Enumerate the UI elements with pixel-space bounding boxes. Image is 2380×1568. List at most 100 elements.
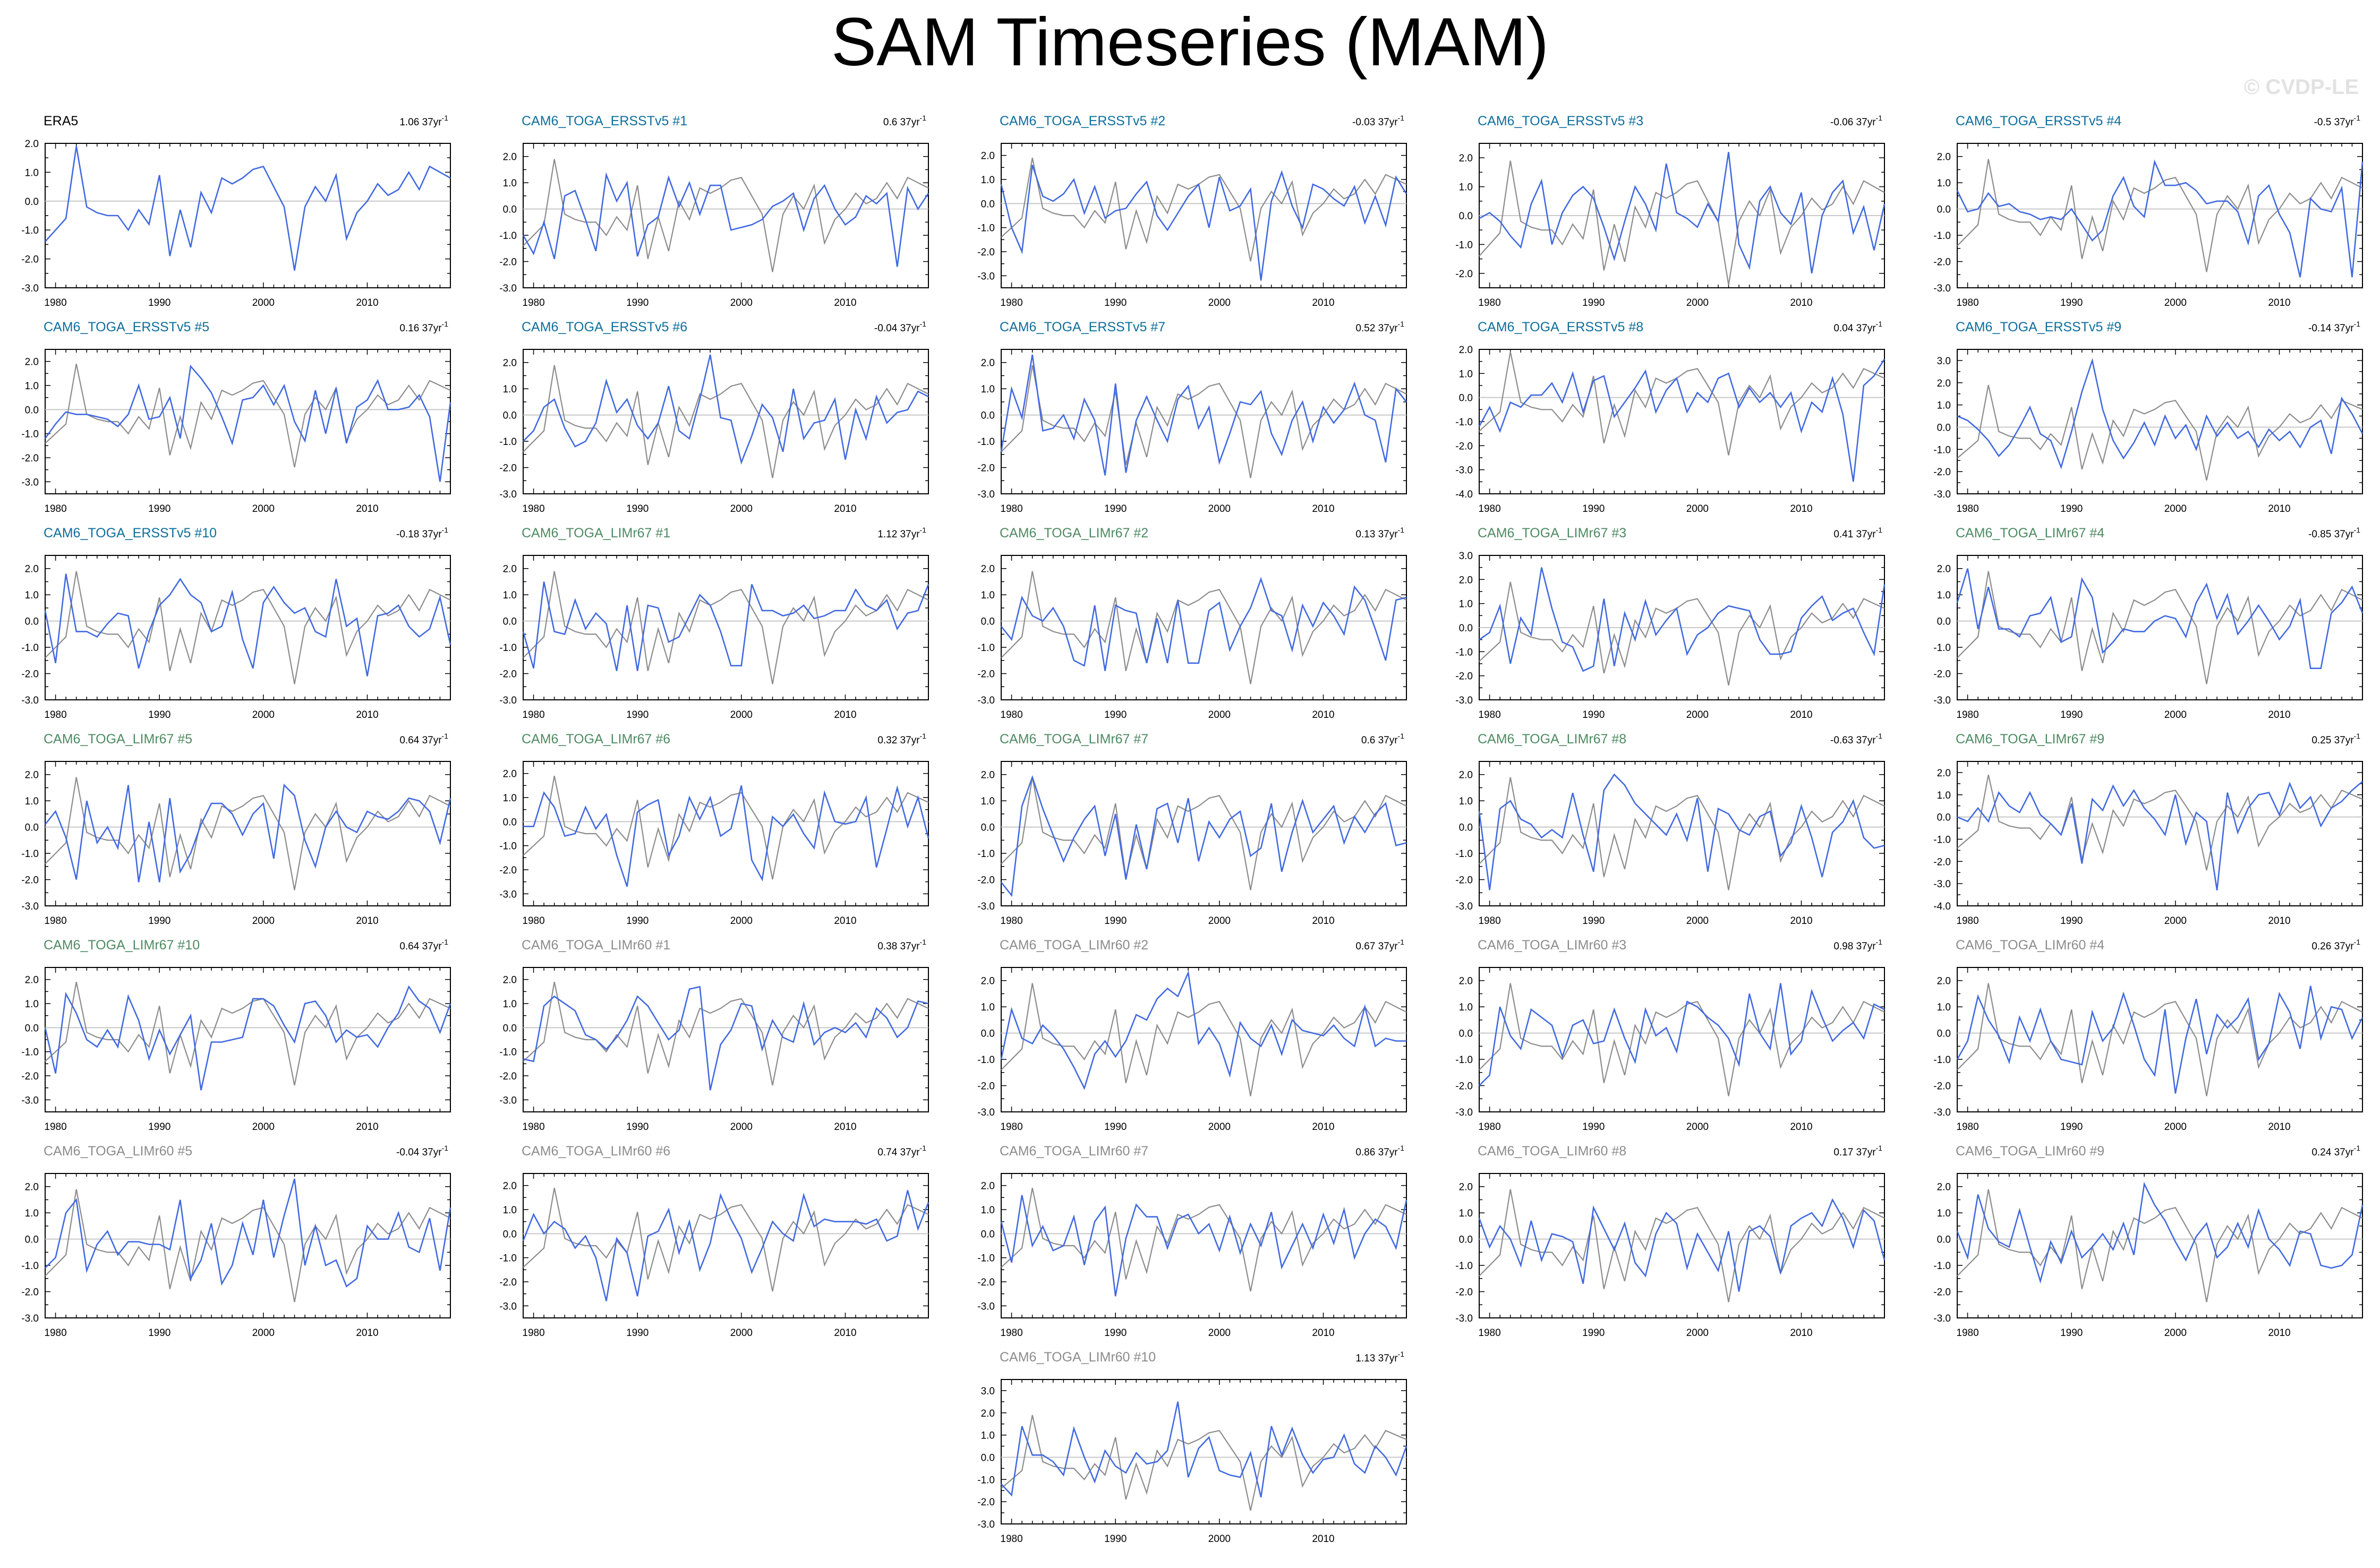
model-series-line <box>523 986 929 1091</box>
y-tick-label: 0.0 <box>1459 211 1473 222</box>
y-tick-label: 1.0 <box>1937 790 1951 801</box>
panel: CAM6_TOGA_LIMr67 #9 0.25 37yr-1 -4.0 -3.0 -2… <box>1933 732 2363 927</box>
trend-label: -0.04 37yr-1 <box>396 1144 448 1158</box>
trend-label: -0.85 37yr-1 <box>2308 526 2360 540</box>
observed-series-line <box>1001 571 1407 684</box>
x-tick-label: 2000 <box>730 709 753 721</box>
y-tick-label: -3.0 <box>1455 695 1473 706</box>
x-tick-label: 1990 <box>1104 1533 1127 1545</box>
panel-title: CAM6_TOGA_ERSSTv5 #5 <box>44 320 209 335</box>
x-tick-label: 2000 <box>252 503 275 515</box>
trend-label: -0.04 37yr-1 <box>874 320 926 334</box>
x-tick-label: 2010 <box>1790 915 1812 927</box>
y-tick-label: 2.0 <box>981 151 995 162</box>
y-tick-label: 0.0 <box>503 410 517 422</box>
x-tick-label: 2000 <box>1208 709 1231 721</box>
x-tick-label: 2010 <box>2268 503 2290 515</box>
x-tick-label: 2000 <box>252 1327 275 1339</box>
y-tick-label: -2.0 <box>499 669 517 680</box>
trend-label: 0.86 37yr-1 <box>1355 1144 1404 1158</box>
trend-label: -0.03 37yr-1 <box>1352 114 1404 128</box>
y-tick-label: 0.0 <box>503 1023 517 1034</box>
plot-frame <box>1001 349 1407 494</box>
x-tick-label: 2000 <box>1208 297 1231 309</box>
y-tick-label: 0.0 <box>1459 623 1473 634</box>
observed-series-line <box>523 571 929 684</box>
plot-frame <box>1001 967 1407 1112</box>
plot-frame <box>1957 143 2363 288</box>
x-tick-label: 1980 <box>1000 297 1022 309</box>
y-tick-label: -1.0 <box>1455 239 1473 251</box>
y-tick-label: 1.0 <box>503 178 517 189</box>
panel-title: CAM6_TOGA_LIMr60 #8 <box>1478 1144 1626 1159</box>
panel: CAM6_TOGA_LIMr60 #1 0.38 37yr-1 -3.0 -2.0 -1… <box>499 938 929 1133</box>
x-tick-label: 2000 <box>1208 1327 1231 1339</box>
trend-label: 0.74 37yr-1 <box>877 1144 926 1158</box>
panel: CAM6_TOGA_ERSSTv5 #5 0.16 37yr-1 -3.0 -2.0 -… <box>21 320 451 515</box>
observed-series-line <box>523 365 929 478</box>
y-tick-label: 0.0 <box>1937 204 1951 216</box>
trend-label: 0.17 37yr-1 <box>1833 1144 1882 1158</box>
y-tick-label: 1.0 <box>25 796 39 807</box>
x-tick-label: 1990 <box>2060 297 2083 309</box>
panel-title: CAM6_TOGA_LIMr67 #5 <box>44 732 192 747</box>
panel: CAM6_TOGA_ERSSTv5 #7 0.52 37yr-1 -3.0 -2.0 -… <box>977 320 1407 515</box>
y-tick-label: 0.0 <box>1459 393 1473 404</box>
y-tick-label: -3.0 <box>1455 465 1473 476</box>
model-series-line <box>522 581 929 671</box>
y-tick-label: -3.0 <box>977 489 995 500</box>
y-tick-label: 1.0 <box>981 175 995 186</box>
panel-title: CAM6_TOGA_LIMr60 #5 <box>44 1144 192 1159</box>
x-tick-label: 1990 <box>1582 709 1605 721</box>
x-tick-label: 1990 <box>1104 297 1127 309</box>
x-tick-label: 2010 <box>834 709 856 721</box>
y-tick-label: -1.0 <box>21 429 39 440</box>
trend-label: 0.24 37yr-1 <box>2311 1144 2360 1158</box>
y-tick-label: 2.0 <box>1937 378 1951 389</box>
panel-title: CAM6_TOGA_LIMr67 #8 <box>1478 732 1626 747</box>
y-tick-label: 3.0 <box>1937 356 1951 367</box>
x-tick-label: 1980 <box>1478 297 1500 309</box>
panel: CAM6_TOGA_ERSSTv5 #10 -0.18 37yr-1 -3.0 -2.… <box>21 526 451 721</box>
y-tick-label: -2.0 <box>21 875 39 886</box>
y-tick-label: 2.0 <box>25 564 39 575</box>
watermark: © CVDP-LE <box>2243 75 2359 99</box>
y-tick-label: -2.0 <box>1455 875 1473 886</box>
y-tick-label: 1.0 <box>503 1205 517 1216</box>
trend-label: 0.64 37yr-1 <box>399 732 448 746</box>
plot-frame <box>1957 555 2363 700</box>
y-tick-label: -3.0 <box>21 477 39 488</box>
x-tick-label: 2010 <box>2268 1327 2290 1339</box>
trend-label: 0.38 37yr-1 <box>877 938 926 952</box>
y-tick-label: 0.0 <box>25 1235 39 1246</box>
y-tick-label: -2.0 <box>1455 671 1473 682</box>
x-tick-label: 1980 <box>44 297 66 309</box>
observed-series-line <box>1957 774 2363 871</box>
x-tick-label: 1980 <box>1478 1327 1500 1339</box>
model-series-line <box>1000 165 1407 281</box>
y-tick-label: -3.0 <box>1933 1107 1951 1118</box>
y-tick-label: -3.0 <box>1933 283 1951 294</box>
trend-label: 1.06 37yr-1 <box>399 114 448 128</box>
panel: CAM6_TOGA_LIMr60 #10 1.13 37yr-1 -3.0 -2.0 -… <box>977 1350 1407 1545</box>
y-tick-label: -2.0 <box>977 1277 995 1288</box>
y-tick-label: 2.0 <box>1937 152 1951 163</box>
y-tick-label: 1.0 <box>25 1208 39 1219</box>
y-tick-label: 0.0 <box>503 204 517 216</box>
y-tick-label: 1.0 <box>1459 369 1473 380</box>
y-tick-label: -2.0 <box>977 247 995 258</box>
trend-label: 0.26 37yr-1 <box>2311 938 2360 952</box>
y-tick-label: 1.0 <box>981 590 995 601</box>
panel-title: CAM6_TOGA_ERSSTv5 #8 <box>1478 320 1643 335</box>
x-tick-label: 2010 <box>1312 1327 1334 1339</box>
panel-title: CAM6_TOGA_LIMr67 #4 <box>1956 526 2104 541</box>
y-tick-label: -2.0 <box>1933 1081 1951 1092</box>
y-tick-label: -2.0 <box>977 669 995 680</box>
plot-frame <box>1001 1379 1407 1524</box>
y-tick-label: 2.0 <box>981 976 995 987</box>
model-series-line <box>523 354 929 465</box>
y-tick-label: 1.0 <box>981 1430 995 1442</box>
observed-series-line <box>1479 352 1885 456</box>
y-tick-label: -3.0 <box>1933 489 1951 500</box>
